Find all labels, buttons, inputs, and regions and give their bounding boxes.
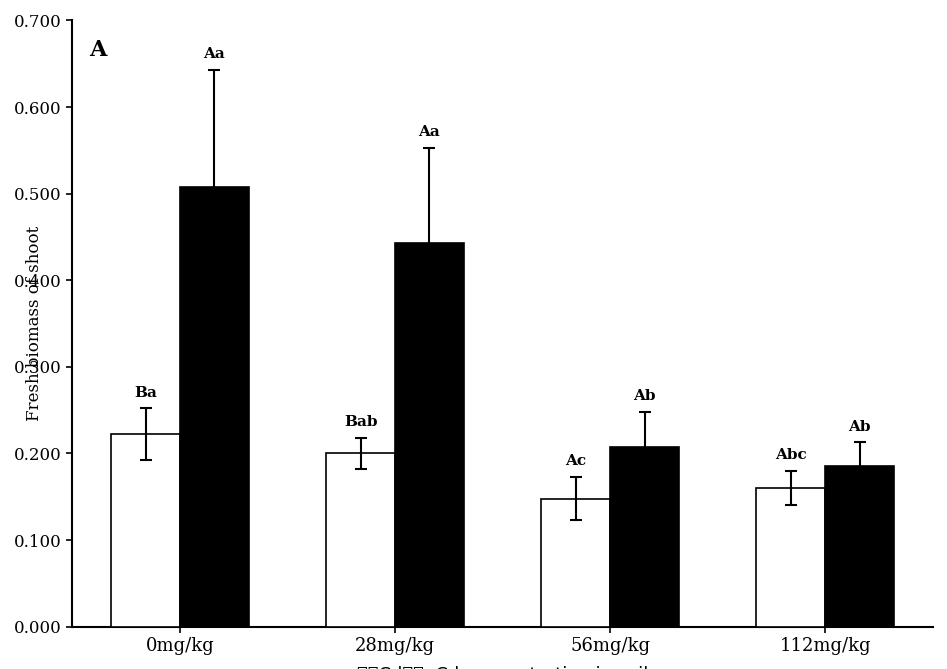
Bar [542,498,610,627]
Bar [757,488,825,627]
Bar [327,454,395,627]
Text: A: A [89,39,107,61]
Bar [180,187,249,627]
Text: Ac: Ac [565,454,586,468]
Text: Abc: Abc [775,448,807,462]
Text: Aa: Aa [204,47,225,61]
Bar [395,243,464,627]
Text: Aa: Aa [419,125,440,139]
X-axis label: 土壤Cd浓度  Cd concentration in soil: 土壤Cd浓度 Cd concentration in soil [357,666,649,669]
Text: Bab: Bab [344,415,378,429]
Bar [610,446,679,627]
Text: Ab: Ab [634,389,655,403]
Bar [825,466,894,627]
Text: Ba: Ba [134,386,157,400]
Text: Ab: Ab [849,419,871,434]
Bar [111,434,180,627]
Text: Fresh biomass of shoot: Fresh biomass of shoot [26,226,43,421]
